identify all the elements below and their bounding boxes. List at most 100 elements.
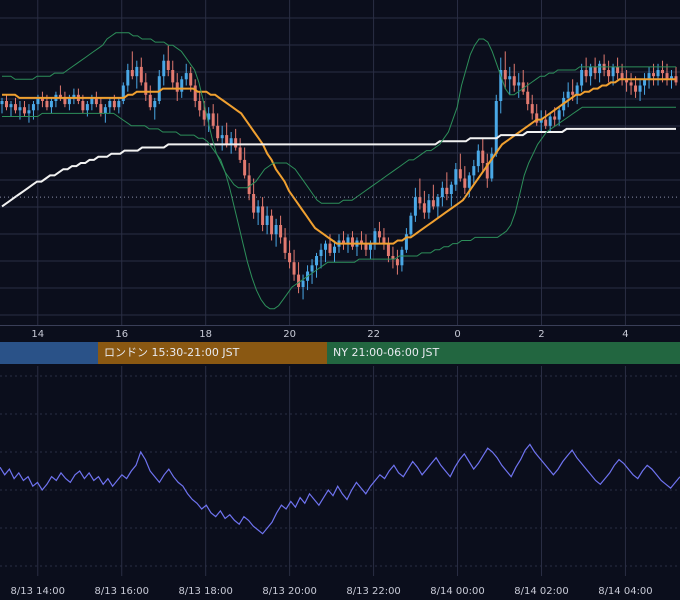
candle-body: [584, 70, 588, 77]
candle-body: [350, 237, 354, 247]
price-x-tick-4: 22: [367, 329, 380, 340]
osc-x-tick-5: 8/14 00:00: [430, 586, 484, 597]
candle-body: [553, 116, 557, 120]
osc-x-tick-0: 8/13 14:00: [11, 586, 65, 597]
candle-body: [256, 206, 260, 213]
candle-body: [503, 70, 507, 80]
price-x-tick-6: 2: [538, 329, 544, 340]
candle-body: [508, 76, 512, 80]
oscillator-line-0: [0, 443, 680, 535]
candle-body: [427, 200, 431, 213]
candle-body: [319, 249, 323, 256]
candle-body: [346, 237, 350, 244]
candle-body: [647, 73, 651, 80]
osc-x-tick-1: 8/13 16:00: [95, 586, 149, 597]
candle-body: [184, 73, 188, 80]
candle-body: [225, 135, 229, 145]
candle-body: [575, 85, 579, 95]
candle-body: [328, 243, 332, 253]
price-x-tick-2: 18: [199, 329, 212, 340]
candle-body: [90, 97, 94, 105]
price-chart[interactable]: [0, 0, 680, 326]
osc-x-tick-3: 8/13 20:00: [262, 586, 316, 597]
candle-body: [607, 70, 611, 77]
candle-body: [526, 91, 530, 105]
candle-body: [234, 138, 238, 148]
candle-body: [598, 63, 602, 74]
session-tokyo: [0, 342, 98, 364]
candle-body: [386, 243, 390, 256]
candle-body: [481, 150, 485, 163]
candle-body: [625, 79, 629, 83]
candle-body: [13, 104, 17, 111]
candle-body: [247, 175, 251, 194]
candle-body: [85, 104, 89, 111]
time-axis-bottom: 8/13 14:00 8/13 16:00 8/13 18:00 8/13 20:00…: [11, 586, 653, 597]
candle-body: [162, 60, 166, 77]
candle-body: [548, 116, 552, 126]
candle-body: [283, 237, 287, 253]
candle-body: [94, 97, 98, 105]
candle-body: [665, 73, 669, 80]
candle-body: [656, 70, 660, 77]
indicator-band_lower: [2, 106, 676, 310]
candle-body: [72, 94, 76, 98]
candle-body: [499, 70, 503, 101]
candle-body: [153, 101, 157, 108]
candle-body: [364, 243, 368, 250]
price-x-tick-5: 0: [454, 329, 460, 340]
candle-body: [580, 70, 584, 86]
candle-body: [670, 76, 674, 80]
session-bar: ロンドン 15:30-21:00 JST NY 21:00-06:00 JST: [0, 342, 680, 364]
candle-body: [22, 107, 26, 114]
candle-body: [436, 197, 440, 207]
candle-body: [440, 187, 444, 198]
candle-body: [476, 150, 480, 167]
candle-body: [589, 66, 593, 77]
price-x-tick-0: 14: [31, 329, 44, 340]
candle-body: [243, 159, 247, 176]
candle-body: [611, 66, 615, 77]
indicator-ma_slow: [1, 127, 676, 208]
candle-body: [535, 113, 539, 123]
candle-body: [4, 101, 8, 108]
candle-body: [175, 82, 179, 92]
time-axis-top: 14 16 18 20 22 0 2 4: [31, 329, 628, 340]
candle-body: [112, 101, 116, 108]
candle-body: [36, 97, 40, 105]
candle-body: [58, 94, 62, 98]
candle-body: [166, 60, 170, 70]
candle-body: [490, 153, 494, 179]
candle-body: [333, 246, 337, 253]
candle-body: [377, 231, 381, 238]
candle-body: [45, 101, 49, 108]
candle-body: [288, 252, 292, 263]
candle-body: [629, 82, 633, 86]
candle-body: [63, 97, 67, 105]
candle-body: [418, 197, 422, 204]
candle-body: [368, 243, 372, 250]
candle-body: [521, 82, 525, 92]
candle-body: [485, 163, 489, 179]
candle-body: [467, 175, 471, 188]
candle-body: [391, 256, 395, 260]
candle-body: [571, 91, 575, 95]
candle-body: [413, 197, 417, 216]
candle-body: [395, 259, 399, 266]
candle-body: [238, 147, 242, 160]
candle-body: [135, 66, 139, 77]
candle-body: [270, 215, 274, 235]
candle-body: [458, 169, 462, 179]
candle-body: [463, 178, 467, 188]
candle-body: [472, 166, 476, 176]
candle-body: [341, 240, 345, 244]
candle-body: [400, 249, 404, 266]
candle-body: [620, 73, 624, 80]
candle-body: [301, 280, 305, 287]
candle-body: [9, 104, 13, 108]
candle-body: [31, 104, 35, 111]
oscillator-chart[interactable]: [0, 366, 680, 576]
candle-body: [0, 101, 4, 105]
candle-body: [634, 85, 638, 92]
candle-body: [103, 107, 107, 114]
